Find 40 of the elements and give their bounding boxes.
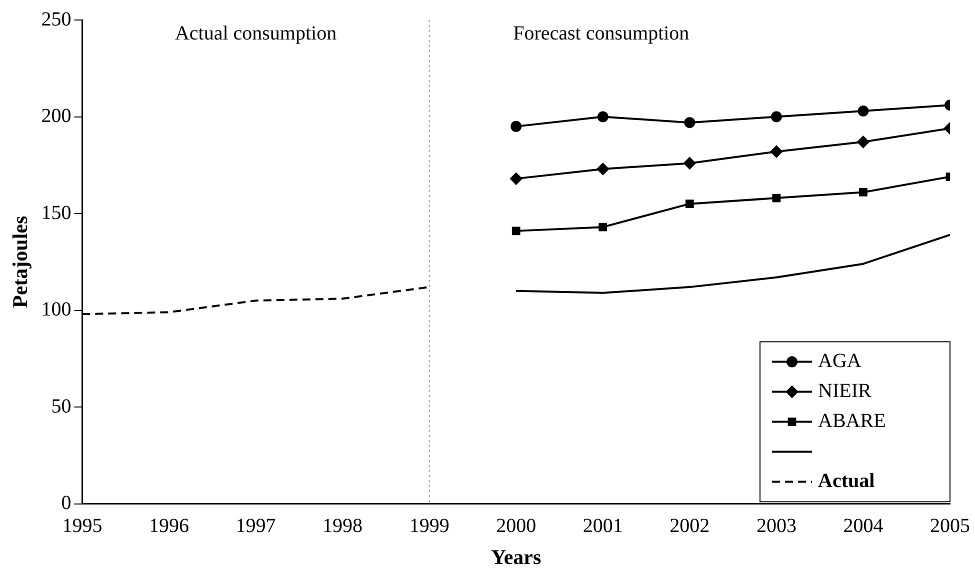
x-axis-title: Years (491, 544, 542, 569)
x-tick-label: 2004 (843, 515, 884, 538)
point (772, 194, 781, 202)
y-tick-label: 250 (41, 8, 72, 30)
legend-label: Actual (818, 470, 876, 492)
annotation: Actual consumption (174, 22, 337, 44)
point (684, 157, 696, 170)
x-tick-label: 2002 (670, 515, 710, 538)
legend-label: AGA (818, 350, 862, 372)
x-tick-label: 1998 (322, 515, 363, 538)
legend-label: ABARE (818, 410, 886, 432)
point (859, 188, 868, 196)
x-tick-label: 2001 (582, 515, 623, 538)
x-tick-label: 1997 (236, 515, 276, 538)
point (857, 136, 870, 148)
x-tick-label: 1999 (409, 515, 450, 538)
x-tick-label: 2005 (930, 515, 970, 538)
y-axis-title: Petajoules (8, 216, 32, 308)
x-tick-label: 1995 (62, 515, 102, 538)
point (770, 146, 782, 158)
legend-label: NIEIR (818, 380, 872, 402)
point (512, 226, 520, 236)
y-tick-label: 50 (51, 395, 72, 418)
point (597, 111, 608, 122)
annotation: Forecast consumption (513, 22, 690, 44)
point (858, 105, 869, 116)
x-tick-label: 1996 (148, 515, 189, 538)
point (684, 117, 696, 128)
y-tick-label: 150 (41, 202, 72, 224)
x-tick-label: 2003 (756, 515, 796, 538)
y-tick-label: 0 (61, 492, 72, 514)
x-tick-label: 2000 (496, 515, 536, 538)
y-tick-label: 100 (41, 298, 72, 321)
point (598, 222, 608, 232)
point (596, 163, 609, 176)
point (510, 172, 522, 185)
y-tick-label: 200 (41, 105, 72, 128)
point (510, 120, 522, 132)
point (685, 200, 694, 208)
point (770, 111, 782, 122)
